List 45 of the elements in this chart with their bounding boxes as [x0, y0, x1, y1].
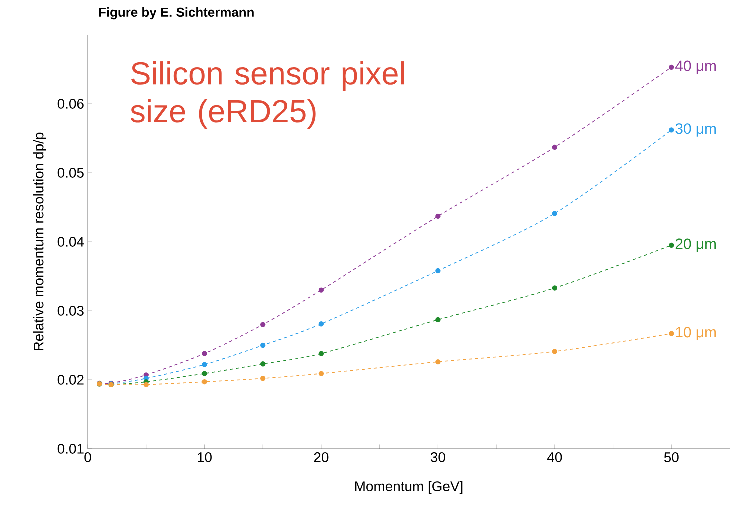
point: [552, 144, 558, 150]
point: [436, 359, 441, 365]
series-label: 20 μm: [676, 238, 716, 252]
point: [436, 317, 441, 323]
series-label: 40 μm: [676, 60, 716, 74]
point: [318, 351, 324, 356]
point: [669, 64, 674, 70]
x-tick-label: 20: [314, 452, 329, 462]
y-tick-label: 0.02: [58, 375, 84, 385]
point: [202, 371, 208, 376]
x-tick-label: 30: [430, 452, 446, 462]
point: [552, 349, 558, 354]
x-tick-label: 50: [664, 452, 679, 462]
x-axis-title: Momentum [GeV]: [355, 481, 463, 494]
series-label: 30 μm: [676, 124, 716, 137]
y-tick-label: 0.04: [58, 237, 84, 247]
point: [669, 331, 674, 336]
point: [669, 242, 674, 248]
point: [436, 214, 441, 220]
y-tick-label: 0.01: [58, 444, 84, 454]
point: [202, 379, 208, 385]
point: [144, 382, 149, 388]
point: [669, 128, 674, 133]
point: [552, 211, 558, 216]
point: [202, 362, 208, 368]
point: [436, 268, 441, 274]
point: [260, 376, 266, 382]
y-tick-label: 0.05: [58, 168, 84, 178]
series-label: 10 μm: [676, 327, 716, 340]
point: [202, 351, 208, 356]
y-axis-title: Relative momentum resolution dp/p: [33, 132, 46, 351]
text: Figure by E. Sichtermann: [99, 8, 254, 20]
y-tick-label: 0.03: [58, 306, 84, 316]
point: [260, 362, 266, 367]
point: [260, 342, 266, 348]
x-tick-label: 10: [198, 452, 212, 462]
point: [318, 322, 324, 327]
y-tick-label: 0.06: [58, 99, 84, 109]
point: [318, 288, 324, 293]
x-tick-label: 40: [547, 452, 562, 462]
point: [260, 322, 266, 328]
x-tick-label: 0: [84, 452, 92, 462]
text: Silicon sensor pixel size (eRD25): [130, 62, 404, 130]
point: [318, 371, 324, 376]
point: [552, 286, 558, 291]
